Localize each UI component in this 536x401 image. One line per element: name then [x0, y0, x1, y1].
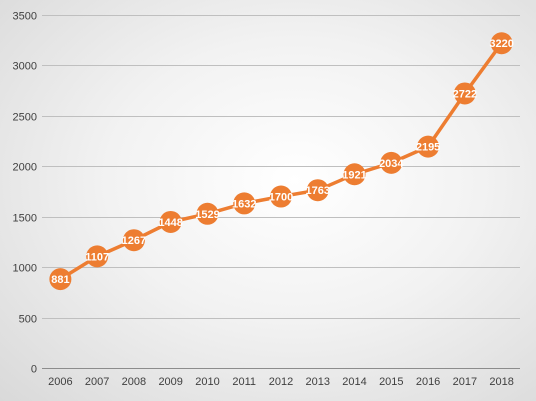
data-label-2014: 1921 — [342, 169, 366, 181]
y-axis-ticks: 0 500 1000 1500 2000 2500 3000 3500 — [13, 11, 37, 376]
y-tick-label-500: 500 — [19, 314, 37, 326]
x-tick-label-2010: 2010 — [195, 376, 219, 388]
data-label-2015: 2034 — [379, 158, 404, 170]
data-markers: 881 1107 1267 1448 1529 1632 1700 1763 1921 2034 2… — [49, 32, 514, 291]
y-tick-label-3000: 3000 — [13, 61, 37, 73]
x-tick-label-2012: 2012 — [269, 376, 293, 388]
data-point-2017 — [453, 82, 476, 105]
data-point-2010 — [196, 202, 219, 225]
data-label-2010: 1529 — [195, 209, 219, 221]
y-tick-label-3500: 3500 — [13, 11, 37, 23]
x-tick-label-2009: 2009 — [158, 376, 182, 388]
x-tick-label-2011: 2011 — [232, 376, 256, 388]
data-point-2015 — [380, 151, 403, 174]
data-label-2006: 881 — [51, 274, 69, 286]
data-label-2008: 1267 — [122, 235, 146, 247]
y-tick-label-2500: 2500 — [13, 112, 37, 124]
x-tick-label-2015: 2015 — [379, 376, 403, 388]
y-tick-label-1500: 1500 — [13, 213, 37, 225]
y-tick-label-0: 0 — [31, 364, 37, 376]
data-label-2009: 1448 — [158, 217, 182, 229]
y-tick-label-1000: 1000 — [13, 263, 37, 275]
data-point-2012 — [270, 185, 292, 208]
data-point-2014 — [343, 163, 366, 186]
data-label-2007: 1107 — [85, 251, 109, 263]
data-point-2016 — [417, 135, 440, 158]
x-tick-label-2016: 2016 — [416, 376, 440, 388]
data-label-2016: 2195 — [416, 142, 440, 154]
data-point-2011 — [233, 192, 256, 215]
data-label-2013: 1763 — [306, 185, 330, 197]
data-point-2009 — [159, 210, 182, 233]
x-axis-ticks: 2006 2007 2008 2009 2010 2011 2012 2013 2014 2015… — [48, 376, 514, 388]
x-tick-label-2014: 2014 — [342, 376, 366, 388]
data-point-2008 — [122, 229, 145, 252]
data-label-2011: 1632 — [232, 198, 256, 210]
y-tick-label-2000: 2000 — [13, 162, 37, 174]
data-point-2018 — [490, 32, 513, 55]
x-tick-label-2017: 2017 — [453, 376, 477, 388]
data-point-2006 — [49, 268, 72, 291]
x-tick-label-2013: 2013 — [306, 376, 330, 388]
gridlines — [42, 15, 520, 369]
data-point-2013 — [306, 179, 329, 202]
data-label-2017: 2722 — [453, 88, 477, 100]
data-point-2007 — [86, 245, 109, 268]
x-tick-label-2008: 2008 — [122, 376, 146, 388]
x-tick-label-2006: 2006 — [48, 376, 72, 388]
data-label-2018: 3220 — [489, 38, 513, 50]
data-label-2012: 1700 — [269, 192, 293, 204]
x-tick-label-2007: 2007 — [85, 376, 109, 388]
x-tick-label-2018: 2018 — [489, 376, 513, 388]
